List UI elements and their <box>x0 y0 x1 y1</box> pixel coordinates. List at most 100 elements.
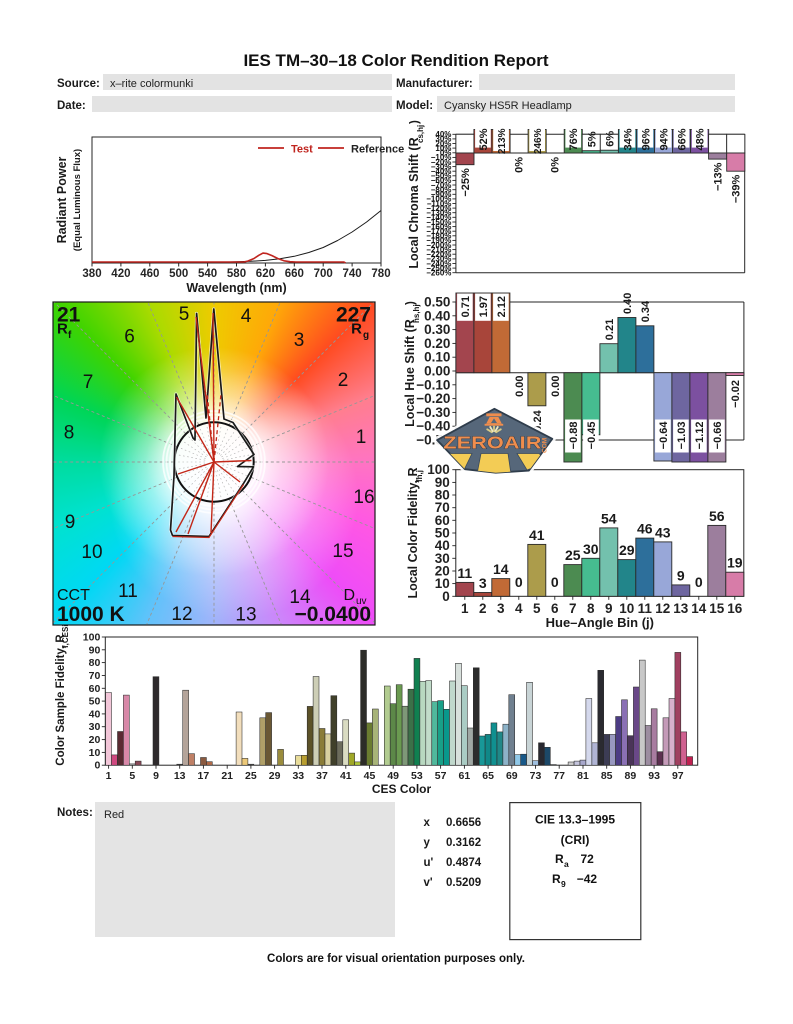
svg-text:f: f <box>68 330 72 341</box>
svg-text:3: 3 <box>294 330 305 351</box>
svg-text:−160%: −160% <box>426 222 451 231</box>
svg-text:ZEROAIR: ZEROAIR <box>443 433 541 453</box>
svg-text:IES TM–30–18 Color Rendition R: IES TM–30–18 Color Rendition Report <box>243 51 548 70</box>
svg-text:6: 6 <box>551 601 559 616</box>
svg-text:−0.30: −0.30 <box>416 405 450 420</box>
svg-text:−40%: −40% <box>431 167 452 176</box>
svg-text:30: 30 <box>583 541 599 557</box>
svg-text:12: 12 <box>171 604 192 625</box>
svg-text:0.10: 0.10 <box>424 350 450 365</box>
svg-text:29: 29 <box>619 542 635 558</box>
svg-text:−0.10: −0.10 <box>416 377 450 392</box>
svg-text:19: 19 <box>727 555 743 571</box>
svg-text:−0.40: −0.40 <box>416 419 450 434</box>
svg-text:40%: 40% <box>435 130 451 139</box>
svg-text:0.00: 0.00 <box>550 376 562 397</box>
svg-text:700: 700 <box>314 268 333 280</box>
svg-text:u': u' <box>424 857 434 869</box>
svg-text:−90%: −90% <box>431 190 452 199</box>
svg-text:y: y <box>424 837 431 849</box>
svg-text:65: 65 <box>482 770 494 782</box>
svg-text:14: 14 <box>289 587 311 608</box>
svg-text:D: D <box>343 587 355 604</box>
svg-text:93: 93 <box>648 770 660 782</box>
svg-text:−250%: −250% <box>426 264 451 273</box>
svg-text:54: 54 <box>601 510 617 526</box>
svg-text:−25%: −25% <box>460 168 472 197</box>
svg-text:50: 50 <box>435 526 450 541</box>
svg-text:0%: 0% <box>440 149 452 158</box>
svg-text:72: 72 <box>581 852 595 866</box>
svg-text:0%: 0% <box>550 157 562 173</box>
svg-text:5: 5 <box>179 304 190 325</box>
svg-text:−100%: −100% <box>426 195 451 204</box>
svg-text:Local Chroma Shift (R: Local Chroma Shift (R <box>407 137 421 268</box>
svg-text:−42: −42 <box>577 872 598 886</box>
svg-text:Red: Red <box>104 809 124 821</box>
svg-text:0: 0 <box>94 760 100 772</box>
svg-text:40: 40 <box>89 708 101 720</box>
svg-text:76%: 76% <box>568 128 580 150</box>
svg-text:213%: 213% <box>497 128 508 154</box>
svg-text:96%: 96% <box>640 128 652 150</box>
svg-text:66%: 66% <box>677 128 689 150</box>
svg-text:−10%: −10% <box>431 153 452 162</box>
svg-text:20%: 20% <box>435 139 451 148</box>
svg-text:97: 97 <box>672 770 684 782</box>
svg-text:30: 30 <box>89 721 101 733</box>
svg-text:0%: 0% <box>514 157 526 173</box>
svg-text:−200%: −200% <box>426 241 451 250</box>
svg-text:37: 37 <box>316 770 328 782</box>
svg-text:1: 1 <box>461 601 469 616</box>
svg-text:57: 57 <box>435 770 447 782</box>
svg-text:73: 73 <box>530 770 542 782</box>
svg-text:43: 43 <box>655 524 671 540</box>
svg-text:9: 9 <box>677 567 685 583</box>
svg-text:1.97: 1.97 <box>478 296 490 317</box>
svg-text:11: 11 <box>457 565 472 581</box>
svg-text:50: 50 <box>89 696 101 708</box>
svg-text:10: 10 <box>89 747 101 759</box>
svg-text:Colors are for visual orientat: Colors are for visual orientation purpos… <box>267 953 525 965</box>
svg-text:fh,j: fh,j <box>415 470 424 482</box>
svg-text:9: 9 <box>65 512 76 533</box>
svg-text:v': v' <box>424 877 433 889</box>
svg-text:14: 14 <box>691 601 707 616</box>
svg-text:−170%: −170% <box>426 227 451 236</box>
svg-text:): ) <box>405 301 417 305</box>
svg-text:CES Color: CES Color <box>372 782 432 796</box>
svg-text:7: 7 <box>569 601 577 616</box>
svg-text:CCT: CCT <box>57 587 90 604</box>
svg-text:9: 9 <box>561 879 566 889</box>
svg-text:0.5209: 0.5209 <box>446 877 481 889</box>
svg-text:5: 5 <box>129 770 135 782</box>
svg-text:1000 K: 1000 K <box>57 603 125 626</box>
svg-text:21: 21 <box>221 770 233 782</box>
svg-text:0.71: 0.71 <box>460 296 472 317</box>
svg-text:13: 13 <box>673 601 689 616</box>
svg-text:0: 0 <box>515 574 523 590</box>
svg-text:−0.0400: −0.0400 <box>295 603 372 626</box>
svg-text:−190%: −190% <box>426 236 451 245</box>
svg-text:69: 69 <box>506 770 518 782</box>
svg-text:−70%: −70% <box>431 181 452 190</box>
svg-text:8: 8 <box>587 601 595 616</box>
svg-text:60: 60 <box>435 513 450 528</box>
svg-text:6: 6 <box>124 327 135 348</box>
svg-text:15: 15 <box>332 541 353 562</box>
svg-text:−0.02: −0.02 <box>730 380 742 408</box>
svg-text:−20%: −20% <box>431 158 452 167</box>
svg-text:R: R <box>552 872 561 886</box>
svg-text:30%: 30% <box>435 135 451 144</box>
svg-text:20: 20 <box>435 564 450 579</box>
svg-text:45: 45 <box>364 770 376 782</box>
svg-text:20: 20 <box>89 734 101 746</box>
svg-text:0.3162: 0.3162 <box>446 837 481 849</box>
svg-text:−30%: −30% <box>431 162 452 171</box>
svg-text:Model:: Model: <box>396 100 433 112</box>
svg-text:49: 49 <box>387 770 399 782</box>
svg-text:90: 90 <box>89 644 101 656</box>
svg-text:0.50: 0.50 <box>424 295 450 310</box>
svg-text:29: 29 <box>269 770 281 782</box>
svg-text:4: 4 <box>241 306 252 327</box>
